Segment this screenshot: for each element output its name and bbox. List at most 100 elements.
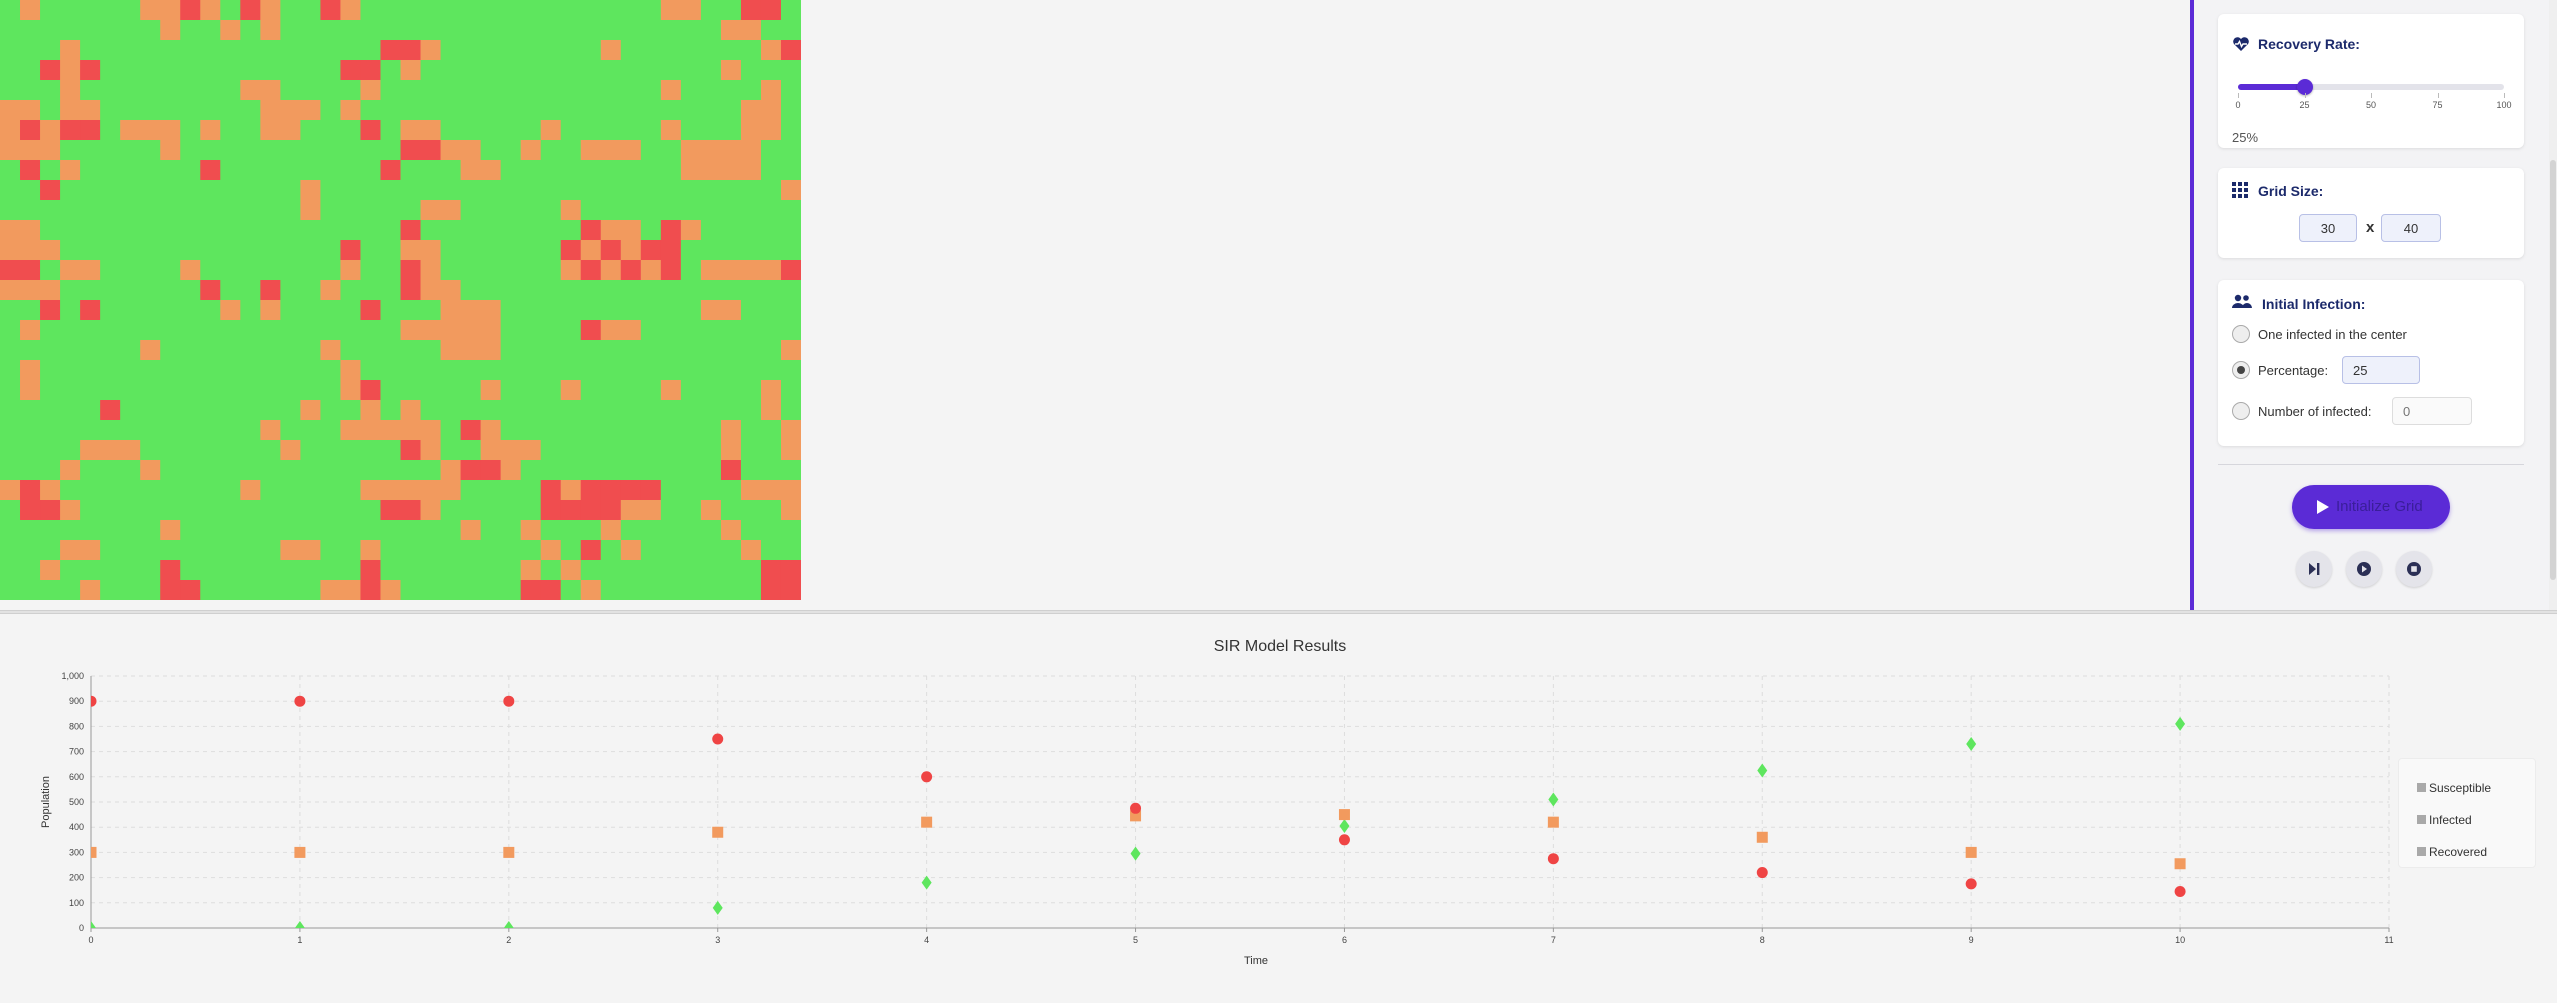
grid-cell[interactable] xyxy=(540,40,562,61)
grid-cell[interactable] xyxy=(80,140,101,161)
grid-cell[interactable] xyxy=(380,80,401,101)
grid-cell[interactable] xyxy=(200,120,221,141)
grid-cell[interactable] xyxy=(680,400,702,421)
grid-cell[interactable] xyxy=(740,200,762,221)
grid-cell[interactable] xyxy=(760,20,782,41)
grid-cell[interactable] xyxy=(180,180,201,201)
grid-cell[interactable] xyxy=(480,60,502,81)
grid-cell[interactable] xyxy=(660,480,682,501)
grid-cell[interactable] xyxy=(440,540,462,561)
grid-cell[interactable] xyxy=(320,360,341,381)
grid-cell[interactable] xyxy=(360,220,381,241)
grid-cell[interactable] xyxy=(480,460,502,481)
grid-cell[interactable] xyxy=(720,60,742,81)
grid-cell[interactable] xyxy=(680,60,702,81)
grid-cell[interactable] xyxy=(540,340,562,361)
grid-cell[interactable] xyxy=(360,80,381,101)
grid-cell[interactable] xyxy=(520,540,542,561)
grid-cell[interactable] xyxy=(680,300,702,321)
grid-cell[interactable] xyxy=(500,320,522,341)
grid-cell[interactable] xyxy=(340,40,361,61)
grid-cell[interactable] xyxy=(520,580,542,600)
grid-cell[interactable] xyxy=(200,220,221,241)
grid-cell[interactable] xyxy=(480,160,502,181)
grid-cell[interactable] xyxy=(500,440,522,461)
grid-cell[interactable] xyxy=(760,80,782,101)
grid-cell[interactable] xyxy=(240,420,261,441)
grid-cell[interactable] xyxy=(680,360,702,381)
grid-cell[interactable] xyxy=(660,120,682,141)
grid-cell[interactable] xyxy=(600,40,622,61)
grid-cell[interactable] xyxy=(260,160,281,181)
grid-cell[interactable] xyxy=(340,220,361,241)
grid-cell[interactable] xyxy=(80,280,101,301)
grid-cell[interactable] xyxy=(460,0,482,21)
grid-cell[interactable] xyxy=(440,400,462,421)
grid-cell[interactable] xyxy=(120,300,141,321)
grid-cell[interactable] xyxy=(140,520,161,541)
grid-cell[interactable] xyxy=(720,100,742,121)
grid-cell[interactable] xyxy=(80,340,101,361)
grid-cell[interactable] xyxy=(520,60,542,81)
grid-cell[interactable] xyxy=(60,120,81,141)
grid-cell[interactable] xyxy=(480,280,502,301)
grid-cell[interactable] xyxy=(200,520,221,541)
grid-cell[interactable] xyxy=(180,540,201,561)
grid-cell[interactable] xyxy=(400,280,422,301)
grid-cell[interactable] xyxy=(320,520,341,541)
grid-cell[interactable] xyxy=(180,120,201,141)
grid-cell[interactable] xyxy=(80,100,101,121)
run-button[interactable] xyxy=(2346,551,2382,587)
grid-cell[interactable] xyxy=(700,300,722,321)
grid-cell[interactable] xyxy=(180,560,201,581)
grid-cell[interactable] xyxy=(600,360,622,381)
grid-cell[interactable] xyxy=(600,380,622,401)
grid-cell[interactable] xyxy=(640,540,662,561)
grid-cell[interactable] xyxy=(580,80,602,101)
grid-cell[interactable] xyxy=(420,0,442,21)
grid-cell[interactable] xyxy=(760,520,782,541)
grid-cell[interactable] xyxy=(300,540,321,561)
grid-cell[interactable] xyxy=(520,560,542,581)
grid-cell[interactable] xyxy=(380,60,401,81)
grid-cell[interactable] xyxy=(240,320,261,341)
grid-cell[interactable] xyxy=(300,320,321,341)
grid-cell[interactable] xyxy=(380,240,401,261)
grid-cell[interactable] xyxy=(220,460,241,481)
grid-cell[interactable] xyxy=(460,560,482,581)
grid-cell[interactable] xyxy=(300,560,321,581)
grid-cell[interactable] xyxy=(580,320,602,341)
grid-cell[interactable] xyxy=(560,40,582,61)
grid-cell[interactable] xyxy=(40,40,61,61)
grid-cell[interactable] xyxy=(640,440,662,461)
grid-cell[interactable] xyxy=(580,220,602,241)
grid-cell[interactable] xyxy=(140,480,161,501)
grid-cell[interactable] xyxy=(60,100,81,121)
grid-cell[interactable] xyxy=(420,340,442,361)
grid-cell[interactable] xyxy=(140,180,161,201)
grid-cell[interactable] xyxy=(520,80,542,101)
grid-cell[interactable] xyxy=(540,180,562,201)
grid-cell[interactable] xyxy=(620,560,642,581)
grid-cell[interactable] xyxy=(780,20,801,41)
grid-cell[interactable] xyxy=(340,200,361,221)
grid-cell[interactable] xyxy=(420,500,442,521)
grid-cell[interactable] xyxy=(240,40,261,61)
grid-cell[interactable] xyxy=(740,360,762,381)
grid-cell[interactable] xyxy=(200,180,221,201)
grid-cell[interactable] xyxy=(580,160,602,181)
grid-cell[interactable] xyxy=(620,40,642,61)
grid-cell[interactable] xyxy=(760,60,782,81)
grid-cell[interactable] xyxy=(600,80,622,101)
grid-cell[interactable] xyxy=(620,160,642,181)
grid-cell[interactable] xyxy=(760,260,782,281)
grid-cell[interactable] xyxy=(240,500,261,521)
grid-cell[interactable] xyxy=(280,120,301,141)
grid-cell[interactable] xyxy=(100,520,121,541)
grid-cell[interactable] xyxy=(720,200,742,221)
grid-cell[interactable] xyxy=(740,460,762,481)
grid-cell[interactable] xyxy=(440,440,462,461)
grid-cell[interactable] xyxy=(660,260,682,281)
grid-cell[interactable] xyxy=(100,60,121,81)
grid-cell[interactable] xyxy=(480,80,502,101)
